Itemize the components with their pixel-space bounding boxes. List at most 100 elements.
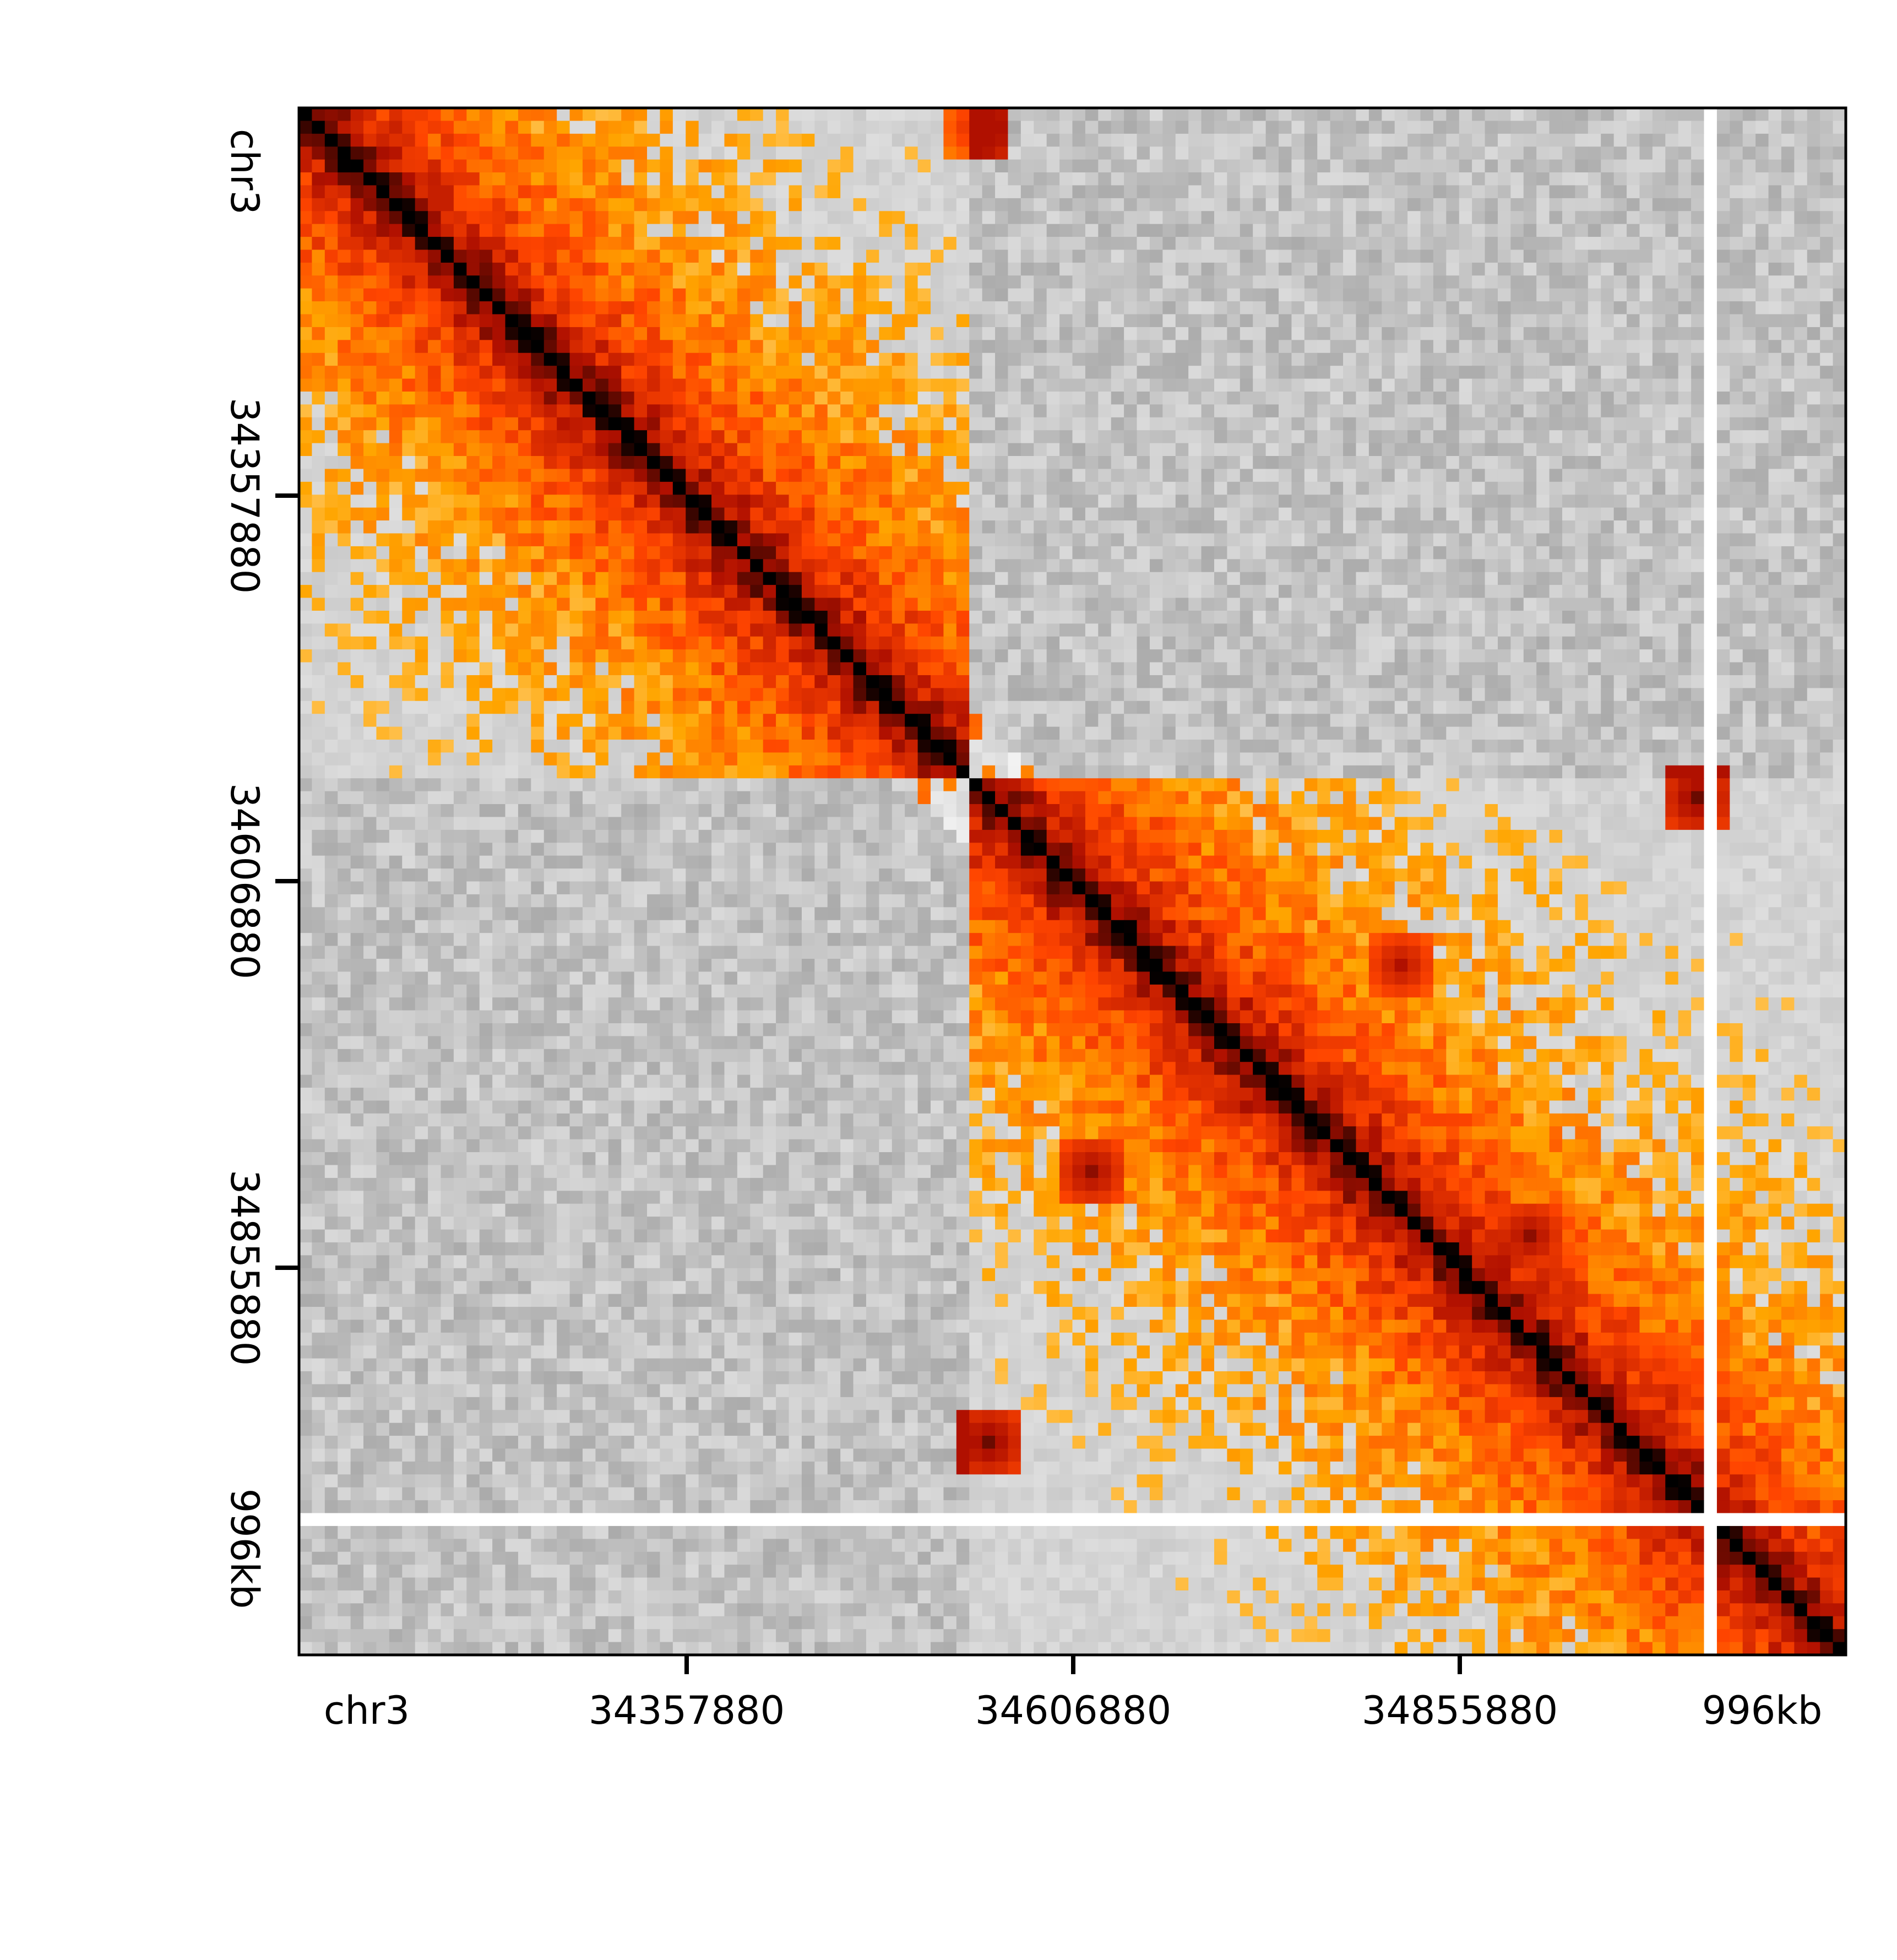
heatmap-cell	[892, 598, 905, 611]
heatmap-cell	[453, 507, 467, 521]
heatmap-cell	[1072, 456, 1086, 470]
heatmap-cell	[1175, 533, 1189, 547]
heatmap-cell	[1343, 288, 1357, 302]
heatmap-cell	[338, 378, 351, 392]
heatmap-cell	[1356, 211, 1369, 225]
heatmap-cell	[840, 237, 854, 251]
heatmap-cell	[1382, 198, 1395, 211]
heatmap-cell	[492, 430, 506, 444]
heatmap-cell	[1343, 146, 1357, 160]
heatmap-cell	[479, 533, 493, 547]
heatmap-cell	[776, 237, 790, 251]
heatmap-cell	[1420, 585, 1434, 599]
heatmap-cell	[1691, 610, 1705, 624]
heatmap-cell	[1588, 121, 1601, 134]
heatmap-cell	[402, 327, 416, 340]
heatmap-cell	[1601, 352, 1615, 366]
heatmap-cell	[995, 172, 1009, 186]
heatmap-cell	[1523, 301, 1537, 315]
heatmap-cell	[505, 327, 519, 340]
heatmap-cell	[557, 301, 570, 315]
heatmap-cell	[1497, 224, 1511, 237]
heatmap-cell	[1382, 520, 1395, 534]
heatmap-cell	[1639, 275, 1653, 289]
heatmap-cell	[1291, 443, 1305, 457]
heatmap-cell	[1730, 598, 1743, 611]
heatmap-cell	[1536, 275, 1550, 289]
heatmap-cell	[1639, 469, 1653, 482]
heatmap-cell	[1639, 559, 1653, 573]
heatmap-cell	[1627, 469, 1640, 482]
heatmap-cell	[917, 352, 931, 366]
heatmap-cell	[750, 275, 764, 289]
heatmap-cell	[1175, 559, 1189, 573]
heatmap-cell	[931, 366, 944, 379]
heatmap-cell	[660, 507, 673, 521]
heatmap-cell	[686, 533, 699, 547]
heatmap-cell	[801, 146, 815, 160]
heatmap-cell	[1807, 559, 1820, 573]
heatmap-cell	[1768, 443, 1782, 457]
heatmap-cell	[543, 546, 557, 560]
heatmap-cell	[1781, 481, 1795, 495]
heatmap-cell	[1356, 172, 1369, 186]
heatmap-cell	[686, 495, 699, 508]
heatmap-cell	[350, 237, 364, 251]
heatmap-cell	[1716, 585, 1730, 599]
heatmap-cell	[531, 404, 545, 418]
heatmap-cell	[660, 133, 673, 147]
heatmap-cell	[905, 481, 918, 495]
heatmap-cell	[1072, 146, 1086, 160]
heatmap-cell	[1716, 391, 1730, 405]
heatmap-cell	[441, 404, 454, 418]
heatmap-cell	[1794, 133, 1808, 147]
heatmap-cell	[402, 366, 416, 379]
heatmap-cell	[827, 262, 841, 276]
heatmap-cell	[415, 249, 428, 263]
heatmap-cell	[776, 172, 790, 186]
heatmap-cell	[441, 133, 454, 147]
heatmap-cell	[892, 211, 905, 225]
heatmap-cell	[789, 430, 802, 444]
heatmap-cell	[1704, 133, 1717, 147]
heatmap-cell	[453, 572, 467, 585]
heatmap-cell	[1459, 172, 1472, 186]
heatmap-cell	[363, 288, 377, 302]
heatmap-cell	[1704, 378, 1717, 392]
heatmap-cell	[376, 572, 390, 585]
heatmap-cell	[1240, 121, 1253, 134]
heatmap-cell	[1407, 610, 1421, 624]
heatmap-cell	[557, 172, 570, 186]
heatmap-cell	[814, 172, 828, 186]
heatmap-cell	[1382, 314, 1395, 328]
heatmap-cell	[1704, 224, 1717, 237]
heatmap-cell	[389, 469, 403, 482]
heatmap-cell	[1755, 598, 1769, 611]
heatmap-cell	[1265, 404, 1279, 418]
heatmap-cell	[595, 495, 609, 508]
heatmap-cell	[569, 507, 583, 521]
heatmap-cell	[531, 585, 545, 599]
heatmap-cell	[505, 301, 519, 315]
heatmap-cell	[1111, 585, 1124, 599]
heatmap-cell	[1691, 417, 1705, 431]
heatmap-cell	[595, 275, 609, 289]
heatmap-cell	[1098, 585, 1112, 599]
heatmap-cell	[1382, 417, 1395, 431]
heatmap-cell	[647, 352, 661, 366]
heatmap-cell	[1497, 610, 1511, 624]
heatmap-cell	[1330, 108, 1344, 122]
heatmap-cell	[879, 533, 893, 547]
heatmap-cell	[647, 366, 661, 379]
heatmap-cell	[1742, 146, 1756, 160]
heatmap-cell	[1562, 237, 1576, 251]
heatmap-cell	[1768, 456, 1782, 470]
heatmap-cell	[1162, 366, 1176, 379]
heatmap-cell	[505, 159, 519, 173]
heatmap-cell	[866, 121, 879, 134]
heatmap-cell	[299, 417, 313, 431]
heatmap-cell	[1253, 469, 1267, 482]
heatmap-cell	[814, 198, 828, 211]
heatmap-cell	[1059, 546, 1073, 560]
heatmap-cell	[943, 301, 957, 315]
